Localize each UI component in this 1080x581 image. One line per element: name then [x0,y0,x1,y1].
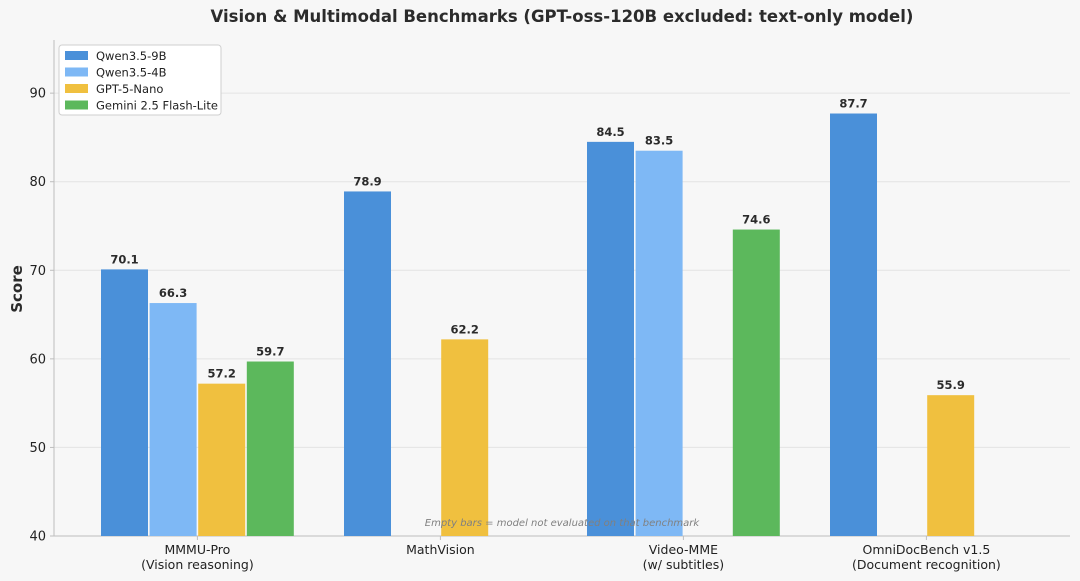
y-tick-labels: 40 50 60 70 80 90 [29,87,54,545]
chart-title: Vision & Multimodal Benchmarks (GPT-oss-… [211,7,914,26]
legend-swatch [65,67,88,77]
value-label: 70.1 [110,252,138,266]
bars [101,113,975,537]
y-tick-label: 90 [29,87,46,102]
value-label: 59.7 [256,345,284,359]
value-label: 83.5 [645,134,673,148]
value-label: 87.7 [839,97,867,111]
value-label: 55.9 [937,378,965,392]
legend-swatch [65,84,88,93]
x-tick-label: MMMU-Pro [164,542,230,557]
value-label: 57.2 [208,367,236,381]
legend-swatch [65,100,88,110]
legend-label: Qwen3.5-4B [96,66,167,80]
legend-label: Qwen3.5-9B [96,49,167,63]
y-tick-label: 80 [29,175,46,190]
bar-gemini-2-5-flash-lite-0 [246,361,294,536]
value-label: 78.9 [353,174,381,188]
bar-qwen3-5-4b-0 [149,303,197,536]
x-tick-label: OmniDocBench v1.5 [863,542,991,557]
bar-gemini-2-5-flash-lite-2 [732,229,780,537]
bar-gpt-5-nano-0 [198,383,246,536]
legend: Qwen3.5-9B Qwen3.5-4B GPT-5-Nano Gemini 2.5… [58,44,222,116]
legend-swatch [65,51,88,60]
bar-qwen3-5-9b-1 [344,191,391,536]
value-labels: 70.1 66.3 57.2 59.7 78.9 62.2 84.5 83.5 74.6 87.7… [110,97,965,393]
value-label: 66.3 [159,286,187,300]
bar-qwen3-5-9b-0 [101,269,148,536]
bar-qwen3-5-9b-2 [587,141,634,536]
bar-gpt-5-nano-1 [441,339,489,536]
y-tick-label: 70 [29,264,46,279]
x-tick-label: (Document recognition) [852,557,1001,572]
legend-label: GPT-5-Nano [96,82,163,96]
y-axis-label: Score [8,265,26,313]
legend-box [58,44,222,116]
y-tick-label: 40 [29,530,46,545]
value-label: 62.2 [451,322,479,336]
y-tick-label: 50 [29,441,46,456]
bar-gpt-5-nano-3 [927,395,975,536]
category-labels: MMMU-Pro(Vision reasoning) MathVision Vide… [141,536,1001,572]
bar-qwen3-5-4b-2 [635,150,683,536]
x-tick-label: (Vision reasoning) [141,557,254,572]
value-label: 84.5 [596,125,624,139]
value-label: 74.6 [742,213,770,227]
legend-label: Gemini 2.5 Flash-Lite [96,99,218,113]
bar-qwen3-5-9b-3 [830,113,877,536]
x-tick-label: Video-MME [649,542,718,557]
y-tick-label: 60 [29,352,46,367]
grid-lines [54,92,1070,448]
chart-annotation: Empty bars = model not evaluated on that… [425,518,701,529]
x-tick-label: MathVision [406,542,475,557]
x-tick-label: (w/ subtitles) [643,557,724,572]
